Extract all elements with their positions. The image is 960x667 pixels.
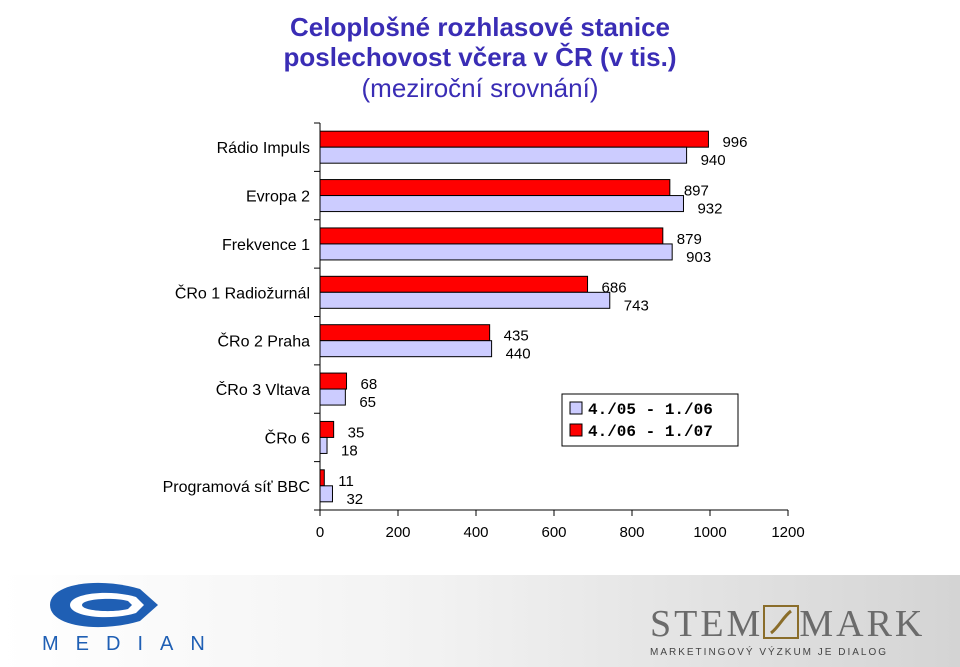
category-label: ČRo 1 Radiožurnál	[175, 283, 310, 302]
data-label: 897	[684, 183, 709, 200]
bar	[319, 179, 671, 197]
legend-swatch	[569, 401, 583, 415]
bar	[319, 372, 348, 390]
chart-subtitle: (meziroční srovnání)	[361, 73, 599, 103]
data-label: 18	[341, 442, 358, 459]
bar	[319, 291, 611, 309]
stemmark-slash-icon	[763, 605, 800, 639]
x-tick-label: 400	[463, 524, 488, 541]
data-label: 996	[722, 134, 747, 151]
data-label: 879	[677, 231, 702, 248]
bar	[319, 227, 664, 245]
footer-band	[0, 575, 960, 667]
legend-swatch	[569, 423, 583, 437]
bar	[319, 130, 709, 148]
bar	[319, 146, 688, 164]
data-label: 435	[504, 328, 529, 345]
bar	[319, 340, 493, 358]
bar	[319, 420, 335, 438]
median-logo-icon	[50, 582, 158, 628]
data-label: 65	[359, 394, 376, 411]
category-label: ČRo 2 Praha	[218, 332, 311, 351]
data-label: 35	[348, 424, 365, 441]
data-label: 32	[346, 491, 363, 508]
category-label: ČRo 3 Vltava	[216, 380, 310, 399]
stemmark-right-text: MARK	[799, 603, 926, 645]
category-label: Evropa 2	[246, 189, 310, 206]
category-label: Programová síť BBC	[163, 479, 310, 496]
stemmark-logo: STEM MARK MARKETINGOVÝ VÝZKUM JE DIALOG	[650, 603, 922, 658]
bar	[319, 243, 673, 261]
data-label: 903	[686, 249, 711, 266]
bar	[319, 485, 333, 503]
chart-title: Celoplošné rozhlasové stanice poslechovo…	[283, 12, 677, 72]
stemmark-left-text: STEM	[650, 603, 764, 645]
bar	[319, 195, 684, 213]
x-tick-label: 1000	[693, 524, 726, 541]
data-label: 940	[701, 152, 726, 169]
category-label: ČRo 6	[265, 428, 310, 447]
chart-title-block: Celoplošné rozhlasové stanice poslechovo…	[180, 12, 780, 104]
data-label: 11	[338, 473, 354, 490]
data-label: 743	[624, 297, 649, 314]
data-label: 932	[697, 201, 722, 218]
legend-label: 4./06 - 1./07	[588, 423, 713, 441]
category-label: Rádio Impuls	[217, 140, 310, 157]
bar	[319, 275, 589, 293]
legend-box	[561, 393, 739, 447]
median-logo-text: MEDIAN	[42, 633, 222, 655]
x-tick-label: 1200	[771, 524, 804, 541]
x-tick-label: 0	[316, 524, 324, 541]
bar	[319, 324, 491, 342]
legend-label: 4./05 - 1./06	[588, 401, 713, 419]
x-tick-label: 600	[541, 524, 566, 541]
stemmark-tagline: MARKETINGOVÝ VÝZKUM JE DIALOG	[650, 647, 889, 658]
category-label: Frekvence 1	[222, 237, 310, 254]
bar	[319, 436, 328, 454]
bar	[319, 469, 325, 487]
bar	[319, 388, 346, 406]
data-label: 68	[361, 376, 378, 393]
x-tick-label: 800	[619, 524, 644, 541]
data-label: 440	[506, 346, 531, 363]
x-tick-label: 200	[385, 524, 410, 541]
